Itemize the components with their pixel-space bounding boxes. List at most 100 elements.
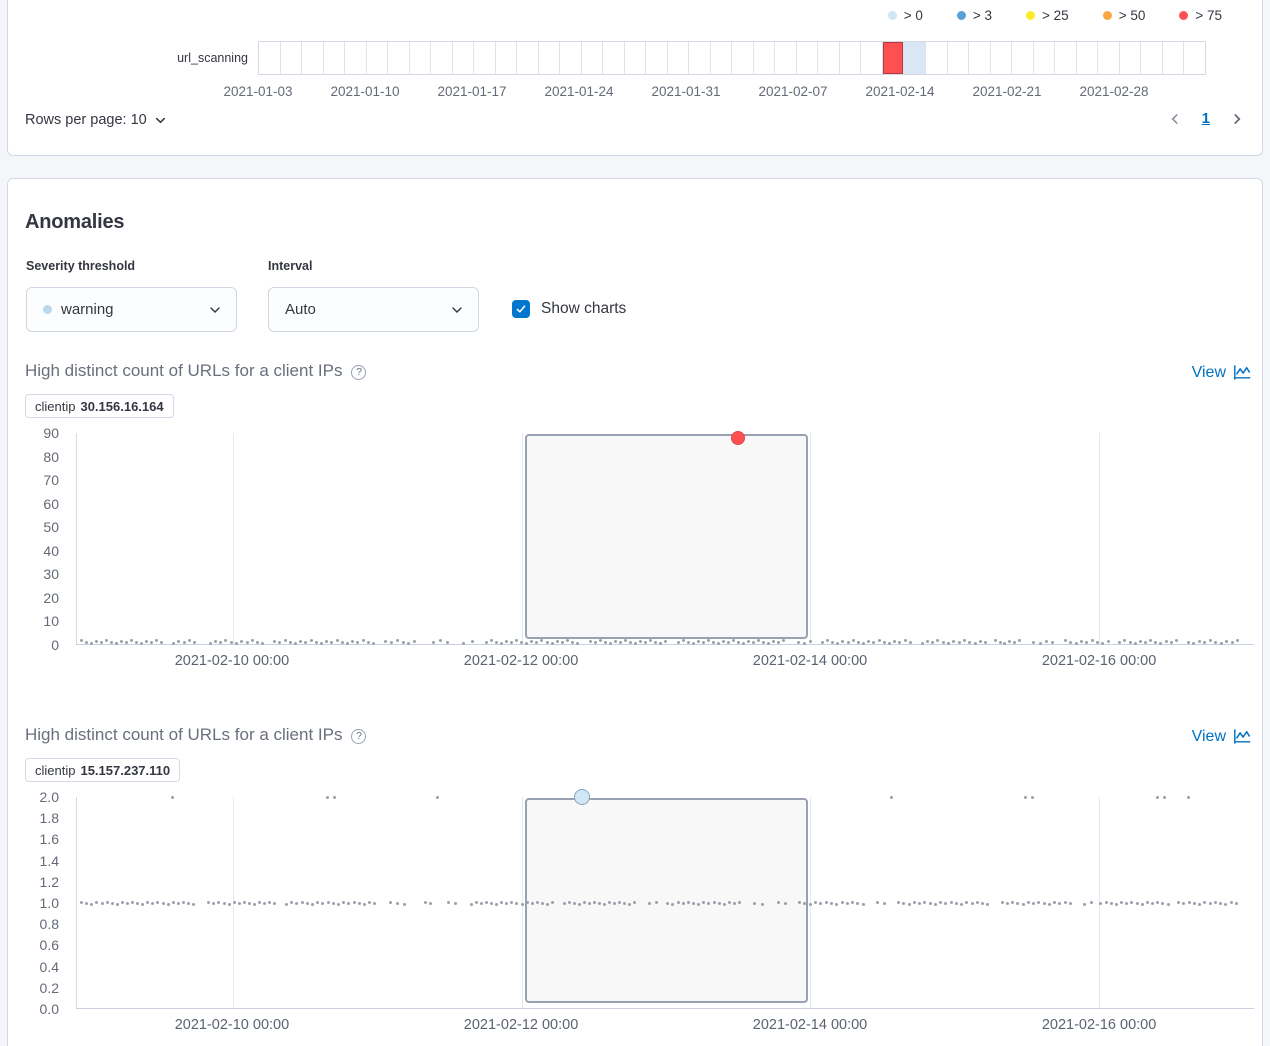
data-point xyxy=(707,902,711,905)
swimlane-cell[interactable] xyxy=(969,42,991,74)
selected-time-window[interactable] xyxy=(524,434,809,639)
data-point xyxy=(305,901,309,905)
severity-threshold-select[interactable]: warning xyxy=(26,287,237,332)
info-icon[interactable]: ? xyxy=(351,364,367,380)
data-point xyxy=(845,902,849,905)
swimlane-cell[interactable] xyxy=(324,42,346,74)
swimlane-cell[interactable] xyxy=(539,42,561,74)
swimlane-cell[interactable] xyxy=(1012,42,1034,74)
swimlane-cell[interactable] xyxy=(646,42,668,74)
swimlane-cell[interactable] xyxy=(732,42,754,74)
swimlane-cell[interactable] xyxy=(775,42,797,74)
swimlane-cell[interactable] xyxy=(840,42,862,74)
view-link[interactable]: View xyxy=(1192,363,1252,382)
selected-time-window[interactable] xyxy=(524,798,809,1003)
swimlane-axis-label: 2021-02-07 xyxy=(758,84,828,99)
gridline xyxy=(521,433,523,644)
swimlane-cell[interactable] xyxy=(281,42,303,74)
chart-plot[interactable] xyxy=(76,789,1254,1009)
swimlane-cell[interactable] xyxy=(517,42,539,74)
show-charts-checkbox[interactable] xyxy=(512,300,530,318)
y-axis-label: 1.4 xyxy=(39,852,59,869)
swimlane-cell[interactable] xyxy=(1163,42,1185,74)
swimlane-cell[interactable] xyxy=(882,42,905,74)
legend-label: > 3 xyxy=(972,8,993,23)
swimlane-cell[interactable] xyxy=(797,42,819,74)
y-axis-label: 80 xyxy=(43,448,59,465)
data-point xyxy=(172,642,175,646)
swimlane-cell[interactable] xyxy=(1077,42,1099,74)
swimlane-cell[interactable] xyxy=(948,42,970,74)
severity-dot-icon xyxy=(1179,11,1189,20)
anomaly-marker[interactable] xyxy=(573,789,590,805)
swimlane-cell[interactable] xyxy=(582,42,604,74)
data-point xyxy=(766,642,770,646)
swimlane-cell[interactable] xyxy=(668,42,690,74)
swimlane-cell[interactable] xyxy=(388,42,410,74)
swimlane-cell[interactable] xyxy=(1055,42,1077,74)
swimlane-cell[interactable] xyxy=(926,42,948,74)
swimlane-cell[interactable] xyxy=(904,42,926,74)
data-point xyxy=(802,642,806,646)
swimlane-cell[interactable] xyxy=(861,42,883,74)
data-point xyxy=(1229,901,1233,904)
anomaly-marker[interactable] xyxy=(731,430,746,445)
swimlane-cell[interactable] xyxy=(1098,42,1120,74)
data-point xyxy=(1090,639,1094,643)
data-point xyxy=(1135,901,1139,905)
data-point xyxy=(490,639,494,643)
swimlane-cell[interactable] xyxy=(1184,42,1205,74)
data-point xyxy=(535,900,539,904)
swimlane-cell[interactable] xyxy=(345,42,367,74)
data-point xyxy=(540,639,544,643)
data-point xyxy=(1192,901,1196,905)
data-point xyxy=(515,901,519,905)
view-link[interactable]: View xyxy=(1192,727,1252,746)
swimlane-cell[interactable] xyxy=(259,42,281,74)
data-point xyxy=(470,639,474,643)
chart-plot[interactable] xyxy=(76,430,1254,646)
data-point xyxy=(530,639,534,643)
swimlane-cell[interactable] xyxy=(818,42,840,74)
data-point xyxy=(95,639,99,643)
swimlane-cell[interactable] xyxy=(367,42,389,74)
swimlane-cell[interactable] xyxy=(711,42,733,74)
info-icon[interactable]: ? xyxy=(351,728,367,744)
swimlane-cell[interactable] xyxy=(474,42,496,74)
data-point xyxy=(712,900,716,904)
data-point xyxy=(697,902,701,906)
show-charts-label[interactable]: Show charts xyxy=(541,300,627,317)
swimlane-cell[interactable] xyxy=(689,42,711,74)
swimlane-cell[interactable] xyxy=(1034,42,1056,74)
data-point xyxy=(141,902,145,906)
data-point xyxy=(993,639,997,643)
data-point xyxy=(299,639,303,643)
data-point xyxy=(761,640,765,644)
entity-value: 15.157.237.110 xyxy=(80,762,171,778)
next-page-button[interactable] xyxy=(1230,112,1244,126)
data-point xyxy=(587,902,591,905)
swimlane-cell[interactable] xyxy=(603,42,625,74)
rows-per-page-button[interactable]: Rows per page: 10 xyxy=(25,112,167,128)
previous-page-button[interactable] xyxy=(1168,112,1182,126)
page-number-button[interactable]: 1 xyxy=(1201,110,1210,127)
data-point xyxy=(401,640,405,644)
swimlane-cell[interactable] xyxy=(1141,42,1163,74)
swimlane-cell[interactable] xyxy=(625,42,647,74)
swimlane-cell[interactable] xyxy=(453,42,475,74)
swimlane-cell[interactable] xyxy=(496,42,518,74)
swimlane-cell[interactable] xyxy=(410,42,432,74)
data-point xyxy=(469,902,473,906)
swimlane-cell[interactable] xyxy=(302,42,324,74)
swimlane-cell[interactable] xyxy=(991,42,1013,74)
swimlane-cell[interactable] xyxy=(754,42,776,74)
data-point xyxy=(80,900,84,904)
interval-select[interactable]: Auto xyxy=(268,287,479,332)
swimlane-cell[interactable] xyxy=(431,42,453,74)
swimlane-cell[interactable] xyxy=(1120,42,1142,74)
data-point xyxy=(435,795,439,799)
swimlane-cell[interactable] xyxy=(560,42,582,74)
data-point xyxy=(686,640,690,644)
data-point xyxy=(960,902,964,906)
data-point xyxy=(1031,795,1035,799)
